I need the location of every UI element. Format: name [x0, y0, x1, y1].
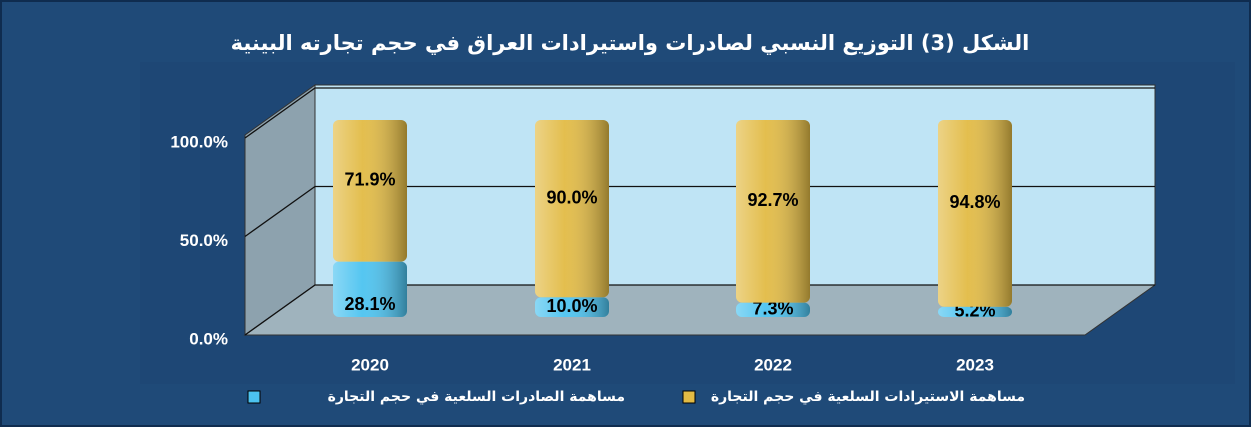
bar-shade: [736, 120, 810, 303]
x-tick-label: 2021: [553, 355, 591, 374]
bar-shade: [938, 306, 1012, 317]
legend-swatch: [247, 390, 261, 404]
x-tick-label: 2020: [351, 355, 389, 374]
grid-line: [244, 185, 1155, 238]
legend-swatch: [682, 390, 696, 404]
bar-shade: [535, 297, 609, 317]
value-label: 10.0%: [546, 296, 597, 316]
x-tick-label: 2022: [754, 355, 792, 374]
y-tick-label: 0.0%: [189, 329, 228, 348]
legend-label: مساهمة الصادرات السلعية في حجم التجارة: [328, 389, 625, 405]
value-label: 28.1%: [344, 294, 395, 314]
bar-shade: [736, 302, 810, 317]
y-tick-label: 100.0%: [170, 132, 228, 151]
value-label: 7.3%: [752, 299, 793, 319]
x-tick-label: 2023: [956, 355, 994, 374]
bar-shade: [535, 120, 609, 298]
grid-line: [244, 87, 1155, 139]
bar-shade: [938, 120, 1012, 307]
value-label: 71.9%: [344, 170, 395, 190]
chart-title: الشكل (3) التوزيع النسبي لصادرات واستيرا…: [231, 31, 1030, 55]
grid-line: [244, 284, 1155, 336]
legend-label: مساهمة الاستيرادات السلعية في حجم التجار…: [711, 389, 1025, 405]
bar-shade: [333, 261, 407, 317]
y-tick-label: 50.0%: [180, 231, 228, 250]
value-label: 90.0%: [546, 187, 597, 207]
back-wall: [314, 84, 1156, 286]
value-label: 94.8%: [949, 192, 1000, 212]
value-label: 92.7%: [747, 190, 798, 210]
bar-shade: [333, 120, 407, 262]
